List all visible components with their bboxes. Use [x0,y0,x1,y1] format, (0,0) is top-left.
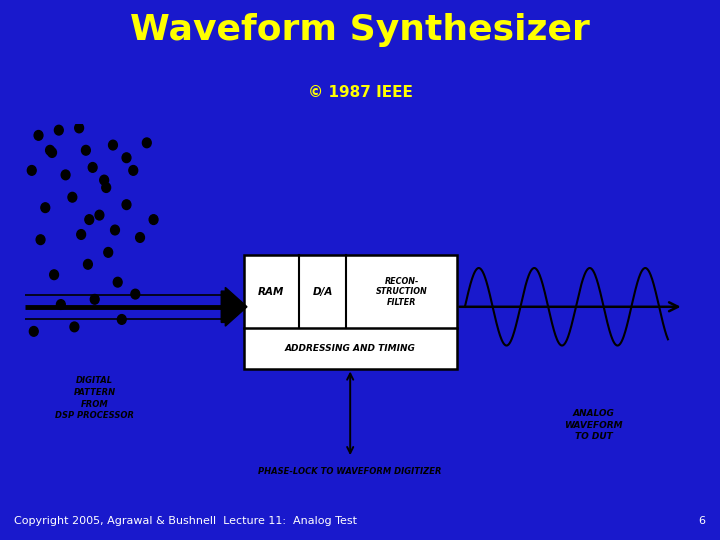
Text: ADDRESSING AND TIMING: ADDRESSING AND TIMING [284,344,415,353]
Circle shape [143,138,151,147]
Circle shape [45,145,55,155]
Circle shape [149,215,158,225]
Circle shape [27,166,36,176]
Text: PHASE-LOCK TO WAVEFORM DIGITIZER: PHASE-LOCK TO WAVEFORM DIGITIZER [258,467,442,476]
Circle shape [84,259,92,269]
Circle shape [89,163,97,172]
Circle shape [111,225,120,235]
Circle shape [95,210,104,220]
Text: Copyright 2005, Agrawal & Bushnell  Lecture 11:  Analog Test: Copyright 2005, Agrawal & Bushnell Lectu… [14,516,357,526]
Circle shape [81,145,90,155]
Circle shape [34,131,43,140]
Text: RAM: RAM [258,287,284,297]
Circle shape [100,176,109,185]
Circle shape [55,125,63,135]
Circle shape [77,230,86,239]
Circle shape [135,233,145,242]
Text: RECON-
STRUCTION
FILTER: RECON- STRUCTION FILTER [376,277,428,307]
Circle shape [36,235,45,245]
Circle shape [61,170,70,180]
Text: D/A: D/A [312,287,333,297]
Circle shape [56,300,66,309]
Text: ANALOG
WAVEFORM
TO DUT: ANALOG WAVEFORM TO DUT [564,409,623,442]
Text: DIGITAL
PATTERN
FROM
DSP PROCESSOR: DIGITAL PATTERN FROM DSP PROCESSOR [55,376,134,421]
Circle shape [90,294,99,304]
Circle shape [113,278,122,287]
Circle shape [41,203,50,213]
Circle shape [85,215,94,225]
Circle shape [48,147,56,157]
Circle shape [104,247,112,257]
Text: 6: 6 [698,516,706,526]
FancyArrow shape [221,287,247,326]
Bar [243,255,456,369]
Circle shape [122,153,131,163]
Circle shape [75,123,84,133]
Text: Waveform Synthesizer: Waveform Synthesizer [130,13,590,46]
Circle shape [50,270,58,280]
Circle shape [30,327,38,336]
Circle shape [109,140,117,150]
Text: © 1987 IEEE: © 1987 IEEE [307,85,413,100]
Circle shape [68,192,77,202]
Circle shape [70,322,78,332]
Circle shape [122,200,131,210]
Circle shape [129,166,138,176]
Circle shape [117,315,126,325]
Circle shape [131,289,140,299]
Circle shape [102,183,111,192]
